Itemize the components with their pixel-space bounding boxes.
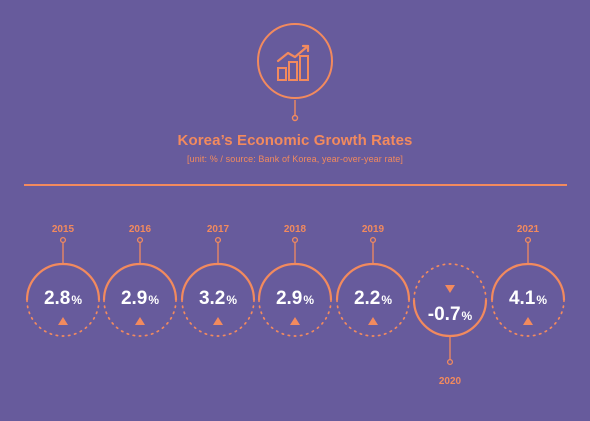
triangle-down-icon [445,285,455,293]
rate-connector-dot [136,236,144,244]
value-label: 2.9% [276,288,314,309]
rate-dotted-arc [491,299,565,337]
growth-chart-icon [256,22,334,100]
rate-dotted-arc [103,299,177,337]
rate-dotted-arc [258,299,332,337]
rate-solid-arc [257,262,333,301]
rate-solid-arc [490,262,566,301]
year-label: 2020 [439,376,462,387]
triangle-up-icon [135,317,145,325]
triangle-up-icon [58,317,68,325]
value-label: 2.8% [44,288,82,309]
value-label: 2.2% [354,288,392,309]
rate-item: 2020 -0.7% [412,263,488,387]
rate-solid-arc [25,262,101,301]
year-label: 2019 [362,224,385,235]
triangle-up-icon [523,317,533,325]
rate-connector-dot [214,236,222,244]
value-label: 3.2% [199,288,237,309]
rate-connector-dot [369,236,377,244]
chart-subtitle: [unit: % / source: Bank of Korea, year-o… [187,154,403,164]
value-label: -0.7% [428,304,473,325]
triangle-up-icon [290,317,300,325]
value-label: 4.1% [509,288,547,309]
rate-solid-arc [335,262,411,301]
rate-solid-arc [180,262,256,301]
divider-line [24,184,567,186]
rate-dotted-arc [336,299,410,337]
rate-connector-dot [524,236,532,244]
value-label: 2.9% [121,288,159,309]
rate-item: 2018 2.9% [257,224,333,337]
rate-dotted-arc [413,263,487,301]
rate-item: 2015 2.8% [25,224,101,337]
rate-solid-arc [412,299,488,338]
year-label: 2018 [284,224,307,235]
year-label: 2017 [207,224,230,235]
rate-dotted-arc [181,299,255,337]
rate-connector-dot [446,358,454,366]
chart-title: Korea’s Economic Growth Rates [177,132,413,149]
rate-item: 2019 2.2% [335,224,411,337]
rate-dotted-arc [26,299,100,337]
rate-connector-dot [291,236,299,244]
year-label: 2015 [52,224,75,235]
rate-connector-dot [59,236,67,244]
year-label: 2016 [129,224,152,235]
rates-layer: 2015 2.8% 2016 2.9% 2017 3.2% 2018 2.9% 2019 2.2%… [25,224,566,387]
year-label: 2021 [517,224,540,235]
rate-solid-arc [102,262,178,301]
rate-item: 2016 2.9% [102,224,178,337]
header-connector-dot [291,114,299,122]
triangle-up-icon [368,317,378,325]
triangle-up-icon [213,317,223,325]
rate-item: 2021 4.1% [490,224,566,337]
rate-item: 2017 3.2% [180,224,256,337]
